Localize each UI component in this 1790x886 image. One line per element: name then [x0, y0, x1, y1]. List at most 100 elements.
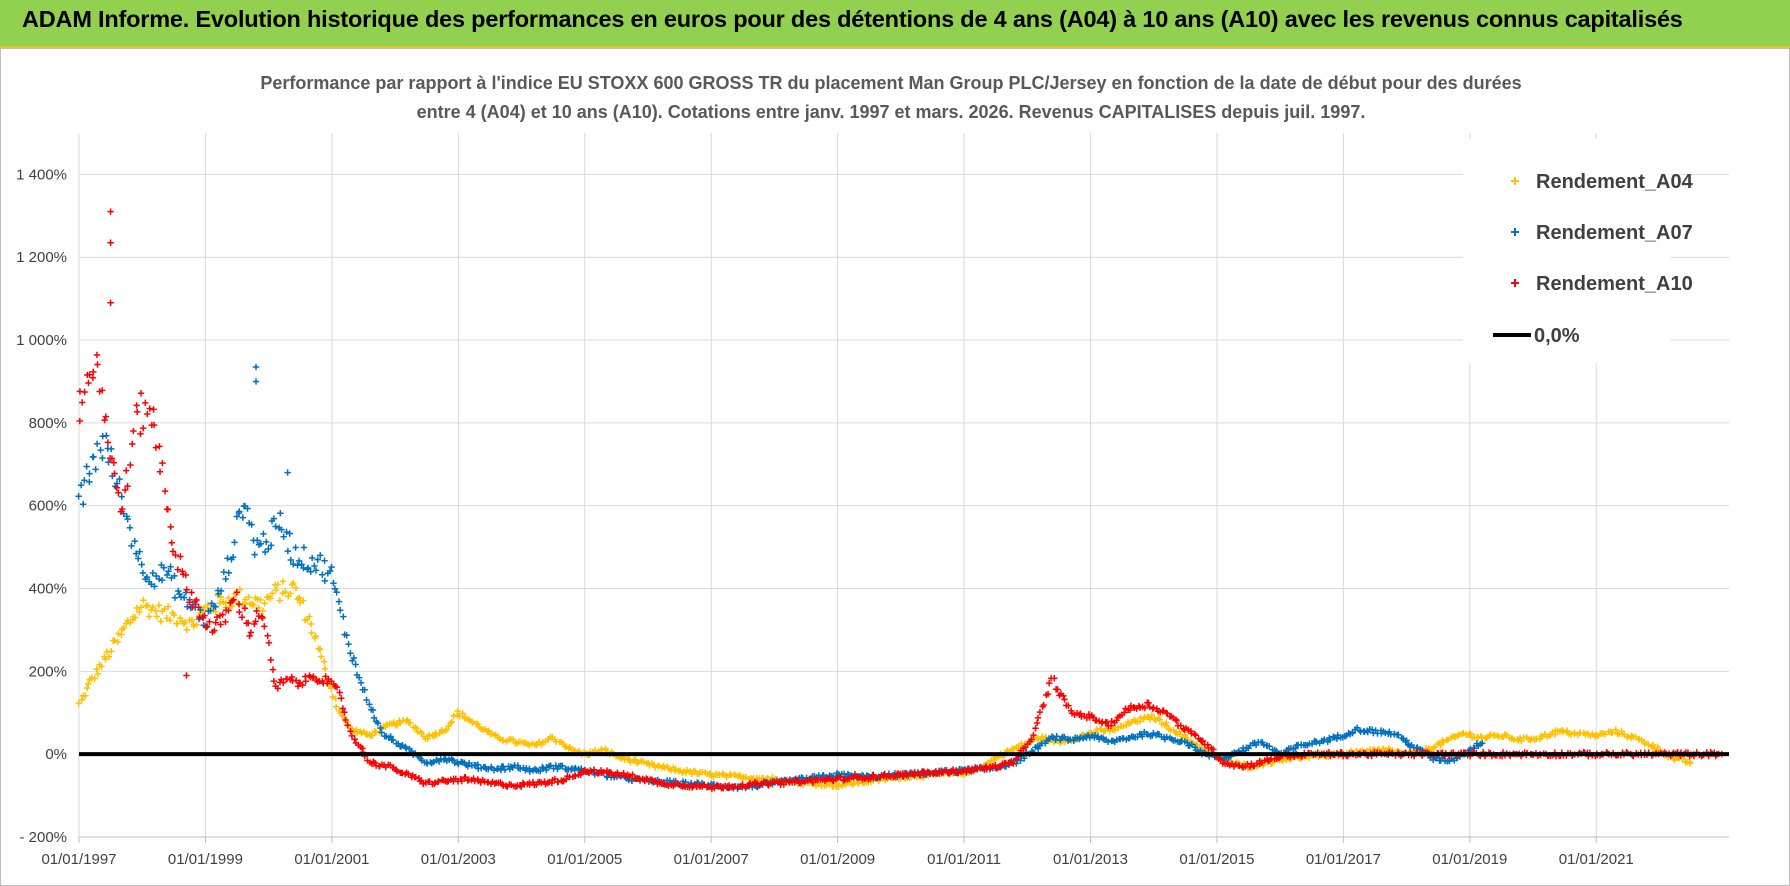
data-point — [643, 775, 650, 782]
data-point — [1204, 741, 1211, 748]
data-point — [121, 486, 129, 494]
data-point — [238, 614, 246, 621]
data-point — [170, 611, 178, 619]
data-point — [177, 553, 184, 560]
data-point — [1537, 732, 1545, 740]
data-point — [509, 736, 517, 743]
data-point — [158, 576, 166, 584]
data-point — [1563, 727, 1571, 734]
data-point — [104, 439, 112, 446]
data-point — [1104, 738, 1112, 746]
x-tick-label: 01/01/2015 — [1179, 851, 1254, 868]
data-point — [1291, 745, 1299, 752]
data-point — [652, 777, 659, 784]
data-point — [108, 455, 116, 462]
data-point — [159, 459, 166, 467]
data-point — [1368, 726, 1376, 733]
data-point — [1061, 733, 1068, 741]
data-point — [312, 633, 319, 640]
data-point — [997, 764, 1004, 771]
data-point — [86, 478, 93, 486]
data-point — [352, 661, 359, 668]
data-point — [877, 773, 884, 781]
data-point — [1106, 728, 1114, 735]
data-point — [298, 561, 305, 568]
data-point — [490, 766, 498, 774]
data-point — [230, 596, 237, 603]
data-point — [1051, 675, 1058, 682]
outlier-point — [284, 469, 291, 476]
data-point — [374, 720, 382, 727]
data-point — [108, 648, 115, 655]
data-point — [1330, 733, 1337, 740]
data-point — [1099, 735, 1107, 742]
data-point — [1518, 737, 1525, 745]
data-point — [317, 552, 324, 559]
data-point — [288, 673, 295, 681]
data-point — [274, 685, 282, 692]
legend: Rendement_A04 Rendement_A07 Rendement_A10 0… — [1463, 139, 1694, 363]
data-point — [259, 607, 267, 615]
data-point — [326, 567, 334, 575]
data-point — [148, 581, 155, 588]
data-point — [166, 617, 174, 624]
data-point — [292, 544, 299, 551]
data-point — [1028, 736, 1035, 743]
data-point — [447, 719, 454, 727]
outlier-point — [107, 208, 114, 215]
y-tick-label: 1 000% — [16, 332, 67, 349]
y-tick-label: 200% — [29, 663, 67, 680]
data-point — [193, 596, 200, 604]
data-point — [253, 607, 260, 615]
data-point — [1687, 760, 1694, 767]
data-point — [1589, 730, 1596, 737]
data-point — [1395, 731, 1402, 739]
data-point — [82, 692, 89, 699]
chart-title: Performance par rapport à l'indice EU ST… — [181, 65, 1601, 125]
chart-title-line-1: Performance par rapport à l'indice EU ST… — [260, 73, 1521, 93]
data-point — [917, 772, 924, 779]
data-point — [268, 590, 276, 597]
data-point — [1191, 730, 1198, 738]
data-point — [272, 586, 280, 594]
data-point — [225, 607, 232, 614]
data-point — [272, 523, 279, 530]
axes: - 200% 0% 200% 400% 600% 800% 1 000% 1 200% 1 40… — [16, 166, 1729, 868]
data-point — [161, 605, 168, 613]
data-point — [111, 470, 118, 477]
data-point — [1156, 716, 1163, 723]
data-point — [136, 548, 143, 555]
data-point — [155, 602, 163, 609]
data-point — [241, 605, 249, 612]
data-point — [173, 620, 181, 627]
data-point — [321, 665, 329, 672]
data-point — [207, 607, 214, 614]
data-point — [193, 621, 200, 628]
data-point — [1199, 737, 1206, 745]
data-point — [180, 594, 188, 601]
data-point — [83, 463, 90, 470]
data-point — [1126, 706, 1134, 714]
data-point — [331, 585, 339, 592]
data-point — [142, 399, 149, 407]
x-tick-label: 01/01/2005 — [547, 851, 622, 868]
data-point — [108, 445, 115, 453]
x-tick-label: 01/01/1999 — [168, 851, 243, 868]
data-point — [164, 506, 172, 513]
data-point — [1612, 726, 1619, 733]
data-point — [363, 696, 370, 704]
data-point — [138, 561, 145, 568]
data-point — [149, 603, 156, 611]
data-point — [300, 597, 307, 604]
data-point — [156, 443, 163, 450]
data-point — [370, 714, 378, 722]
data-point — [829, 776, 836, 784]
data-point — [250, 601, 257, 609]
data-point — [258, 613, 265, 620]
data-point — [837, 773, 844, 781]
data-point — [454, 708, 461, 715]
data-point — [132, 614, 139, 621]
data-point — [572, 764, 579, 772]
x-tick-label: 01/01/2019 — [1432, 851, 1507, 868]
outlier-point — [183, 672, 190, 679]
